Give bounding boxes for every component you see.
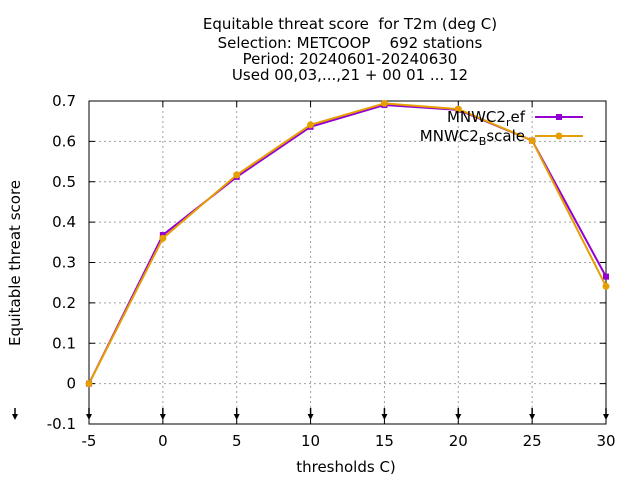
chart-title-line-1: Equitable threat score for T2m (deg C) — [202, 15, 498, 33]
x-tick-label: 15 — [375, 432, 394, 450]
y-tick-label: 0.7 — [52, 92, 76, 110]
below-range-marker-head — [307, 414, 314, 420]
below-range-marker-head — [381, 414, 388, 420]
legend-marker — [556, 114, 562, 120]
below-range-marker-head — [86, 414, 92, 420]
y-tick-label: 0.2 — [52, 294, 76, 312]
data-point — [602, 282, 610, 290]
series-0 — [86, 102, 609, 387]
legend-label: MNWC2Bscale — [420, 127, 525, 148]
data-point — [454, 105, 462, 113]
series-layer — [85, 99, 610, 388]
series-line — [88, 102, 607, 385]
y-tick-label: -0.1 — [47, 415, 76, 433]
grid-lines — [88, 100, 607, 425]
data-point — [159, 234, 167, 242]
y-axis-label: Equitable threat score — [6, 180, 24, 346]
y-tick-labels: -0.1 0 0.1 0.2 0.3 0.4 0.5 0.6 0.7 — [47, 92, 76, 433]
data-point — [528, 137, 536, 145]
chart-title-line-4: Used 00,03,...,21 + 00 01 ... 12 — [231, 66, 469, 84]
x-tick-label: 20 — [449, 432, 468, 450]
below-range-marker-head — [233, 414, 240, 420]
legend-marker — [555, 132, 563, 140]
data-point — [380, 99, 388, 107]
data-point — [603, 273, 609, 280]
below-range-marker-head — [603, 414, 609, 420]
x-tick-label: 25 — [523, 432, 542, 450]
axis-ticks — [88, 100, 607, 425]
x-tick-labels: -5 0 5 10 15 20 25 30 — [82, 432, 616, 450]
x-tick-label: 5 — [232, 432, 242, 450]
data-point — [233, 171, 241, 179]
below-range-markers — [12, 408, 609, 420]
y-tick-label: 0 — [66, 375, 76, 393]
below-range-marker-head — [159, 414, 166, 420]
x-tick-label: 30 — [596, 432, 615, 450]
series-1 — [85, 99, 610, 388]
chart-title-line-3: Period: 20240601-20240630 — [242, 50, 458, 68]
plot-frame — [88, 100, 607, 425]
series-line — [88, 104, 607, 385]
y-tick-label: 0.3 — [52, 254, 76, 272]
below-range-marker-head — [12, 414, 18, 420]
y-tick-label: 0.5 — [52, 173, 76, 191]
y-tick-label: 0.4 — [52, 213, 76, 231]
data-point — [307, 121, 315, 129]
y-tick-label: 0.1 — [52, 334, 76, 352]
x-tick-label: 10 — [301, 432, 320, 450]
x-axis-label: thresholds C) — [296, 458, 396, 476]
below-range-marker-head — [529, 414, 536, 420]
x-tick-label: -5 — [82, 432, 97, 450]
data-point — [85, 380, 93, 388]
chart-title-line-2: Selection: METCOOP 692 stations — [217, 34, 483, 52]
legend-label: MNWC2ref — [447, 108, 526, 129]
y-tick-label: 0.6 — [52, 132, 76, 150]
below-range-marker-head — [455, 414, 462, 420]
x-tick-label: 0 — [158, 432, 168, 450]
